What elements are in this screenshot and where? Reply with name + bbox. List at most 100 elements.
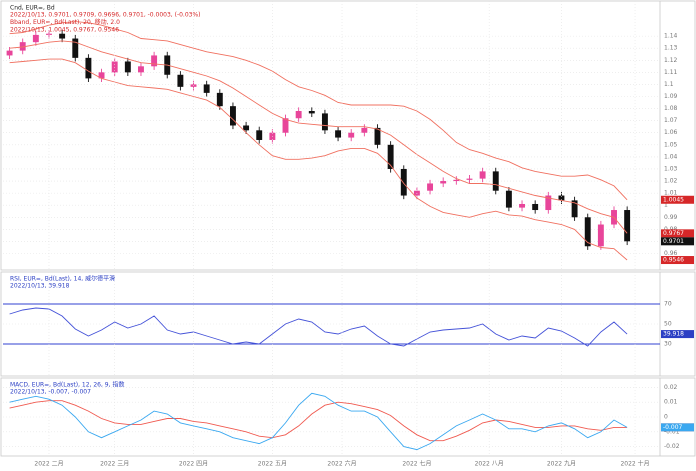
candle-body bbox=[6, 50, 13, 56]
candle-body bbox=[427, 183, 434, 191]
candle-body bbox=[138, 66, 144, 73]
candle-body bbox=[466, 178, 473, 180]
candle-body bbox=[111, 61, 118, 73]
panel-frame bbox=[0, 0, 696, 271]
panel-title: RSI, EUR=, Bd(Last), 14, 威尔德平滑 bbox=[10, 275, 115, 283]
candle-body bbox=[479, 171, 486, 179]
candle-body bbox=[59, 33, 66, 39]
candle-body bbox=[308, 110, 315, 114]
candle-body bbox=[519, 203, 525, 208]
y-tick-label: 1.09 bbox=[664, 93, 678, 100]
y-tick-label: 1.01 bbox=[664, 190, 678, 197]
candle-body bbox=[335, 130, 342, 138]
candle-body bbox=[348, 132, 355, 138]
x-tick-label: 2022 九月 bbox=[547, 460, 576, 468]
value-box bbox=[661, 229, 694, 238]
candle-body bbox=[505, 190, 512, 208]
y-tick-label: 50 bbox=[664, 321, 672, 328]
panel-frame bbox=[0, 377, 696, 457]
x-tick-label: 2022 二月 bbox=[34, 461, 63, 468]
candle-body bbox=[400, 168, 407, 196]
panel-annotation: 2022/10/13, 1.0045, 0.9767, 0.9546 bbox=[10, 27, 119, 34]
value-box bbox=[661, 256, 694, 265]
x-tick-label: 2022 七月 bbox=[402, 460, 431, 468]
panel-annotation: 2022/10/13, 39.918 bbox=[10, 283, 70, 290]
y-tick-label: 1.03 bbox=[664, 165, 678, 172]
candle-body bbox=[387, 144, 394, 169]
y-tick-label: 1.06 bbox=[664, 129, 678, 136]
candle-body bbox=[19, 42, 26, 51]
x-tick-label: 2022 八月 bbox=[475, 461, 504, 468]
candle-body bbox=[177, 74, 184, 87]
y-tick-label: 0.99 bbox=[664, 214, 678, 221]
candle-body bbox=[216, 92, 223, 107]
y-tick-label: 1.04 bbox=[664, 153, 678, 160]
candle-body bbox=[624, 210, 631, 242]
candle-body bbox=[98, 72, 105, 79]
y-tick-label: 1.08 bbox=[664, 105, 678, 112]
candle-body bbox=[545, 195, 552, 211]
x-tick-label: 2022 六月 bbox=[327, 460, 356, 468]
candle-body bbox=[203, 84, 210, 93]
candle-body bbox=[124, 61, 131, 73]
candle-body bbox=[321, 113, 328, 131]
y-tick-label: 1.07 bbox=[664, 117, 678, 124]
candle-body bbox=[597, 224, 604, 247]
y-tick-label: 1 bbox=[664, 202, 668, 209]
value-box-label: -0.007 bbox=[663, 424, 683, 431]
value-box bbox=[661, 330, 694, 339]
panel-annotation: 2022/10/13, -0.007, -0.007 bbox=[10, 389, 91, 396]
y-tick-label: 1.05 bbox=[664, 141, 678, 148]
value-box bbox=[661, 423, 694, 432]
candle-body bbox=[532, 203, 539, 211]
value-box-label: 1.0045 bbox=[663, 196, 684, 203]
y-tick-label: 30 bbox=[664, 341, 672, 348]
value-box bbox=[661, 195, 694, 204]
y-tick-label: 1.13 bbox=[664, 45, 678, 52]
panel-title: Cnd, EUR=, Bd bbox=[10, 5, 55, 12]
candle-body bbox=[584, 217, 591, 247]
value-box-label: 39.918 bbox=[663, 331, 684, 338]
y-tick-label: 70 bbox=[664, 301, 672, 308]
y-tick-label: 1.11 bbox=[664, 69, 678, 76]
value-box-label: 0.9701 bbox=[663, 238, 684, 245]
candle-body bbox=[492, 171, 499, 191]
candle-body bbox=[32, 34, 39, 43]
y-tick-label: -0.02 bbox=[664, 443, 680, 450]
candle-body bbox=[571, 200, 578, 218]
panel-annotation: 2022/10/13, 0.9701, 0.9709, 0.9696, 0.97… bbox=[10, 12, 201, 19]
candle-body bbox=[72, 38, 79, 58]
y-tick-label: 1.14 bbox=[664, 33, 678, 40]
panel-frame bbox=[0, 271, 696, 377]
y-tick-label: 0.96 bbox=[664, 250, 678, 257]
series-line bbox=[9, 40, 628, 234]
candle-body bbox=[256, 130, 263, 140]
y-tick-label: 1.02 bbox=[664, 178, 678, 185]
y-tick-label: 0 bbox=[664, 414, 668, 421]
series-line bbox=[9, 307, 628, 347]
series-line bbox=[9, 400, 628, 442]
candle-body bbox=[374, 127, 381, 145]
candle-body bbox=[453, 179, 460, 182]
panel-title: MACD, EUR=, Bd(Last), 12, 26, 9, 指数 bbox=[10, 381, 124, 389]
x-tick-label: 2022 三月 bbox=[100, 461, 129, 468]
y-tick-label: 0.01 bbox=[664, 399, 678, 406]
panel-annotation: Bband, EUR=, Bd(Last), 20, 移动, 2.0 bbox=[10, 18, 120, 26]
series-line bbox=[9, 392, 628, 451]
value-box-label: 0.9767 bbox=[663, 230, 684, 237]
x-tick-label: 2022 五月 bbox=[258, 461, 287, 468]
value-box bbox=[661, 237, 694, 246]
candle-body bbox=[85, 57, 92, 79]
series-line bbox=[9, 21, 628, 201]
series-line bbox=[9, 58, 628, 261]
y-tick-label: 1.1 bbox=[664, 81, 674, 88]
x-tick-label: 2022 十月 bbox=[620, 460, 649, 468]
candle-body bbox=[151, 55, 158, 67]
candle-body bbox=[229, 106, 236, 126]
candle-body bbox=[295, 110, 302, 119]
candle-body bbox=[282, 118, 289, 133]
candle-body bbox=[440, 181, 447, 184]
y-tick-label: 1.12 bbox=[664, 57, 678, 64]
